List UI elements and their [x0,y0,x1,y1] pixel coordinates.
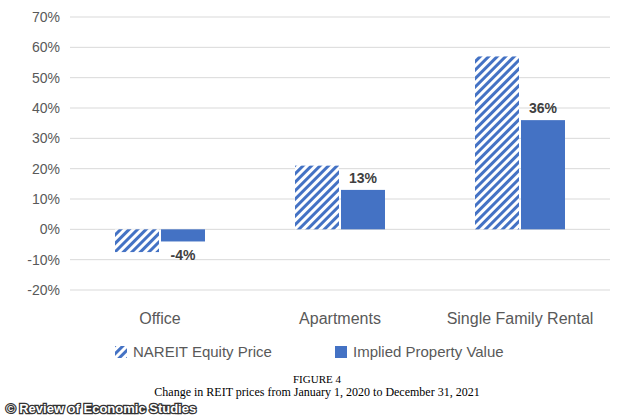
y-tick-label: 40% [32,100,60,116]
y-tick-label: 50% [32,70,60,86]
grid-line [70,259,610,260]
legend-swatch [115,346,127,358]
bars [115,56,565,252]
y-tick-label: 30% [32,130,60,146]
bar [161,229,205,241]
bar [475,56,519,229]
legend-swatch [335,346,347,358]
grid-line [70,17,610,18]
bar [341,190,385,229]
y-tick-label: -20% [27,282,60,298]
source-watermark: © Review of Economic Studies [6,401,196,416]
chart: -20% -10% 0% 10% 20% 30% 40% 50% 60% 70% Office Apa… [0,0,634,419]
bar [295,166,339,230]
data-label: -4% [171,247,196,263]
y-tick-label: -10% [27,252,60,268]
grid-line [70,290,610,291]
y-tick-label: 70% [32,9,60,25]
y-tick-label: 0% [40,221,60,237]
figure-subtitle: Change in REIT prices from January 1, 20… [154,385,479,399]
bar [521,120,565,229]
bar [115,229,159,252]
data-label: 13% [349,170,378,186]
x-tick-label: Office [139,310,181,327]
x-tick-label: Single Family Rental [447,310,594,327]
grid-line [70,47,610,48]
y-tick-label: 10% [32,191,60,207]
x-tick-label: Apartments [299,310,381,327]
legend-label: Implied Property Value [353,343,504,360]
figure-title: FIGURE 4 [293,373,341,385]
legend-label: NAREIT Equity Price [133,343,272,360]
y-tick-label: 20% [32,161,60,177]
y-tick-label: 60% [32,39,60,55]
data-label: 36% [529,100,558,116]
grid-line [70,77,610,78]
